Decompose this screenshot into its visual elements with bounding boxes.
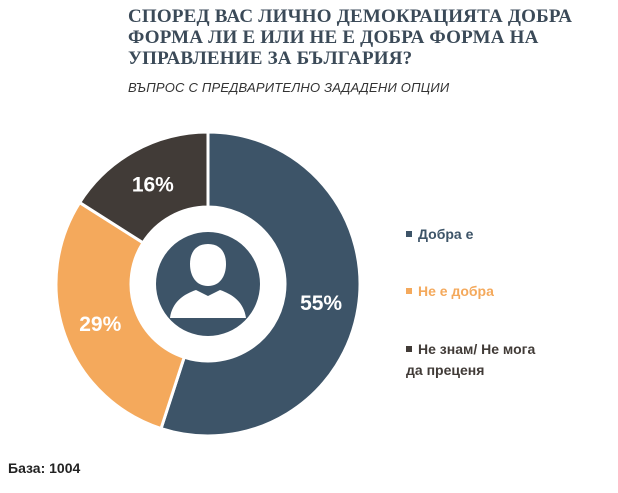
slice-data-label: 29%: [79, 313, 121, 336]
base-size-note: База: 1004: [8, 460, 81, 476]
legend-item-ne-znam: Не знам/ Не мога да преценя: [406, 318, 596, 381]
slice-data-label: 16%: [132, 174, 174, 197]
legend-item-dobra: Добра е: [406, 203, 596, 245]
legend-label: Не е добра: [418, 283, 494, 299]
legend-item-ne-dobra: Не е добра: [406, 260, 596, 302]
chart-subtitle: ВЪПРОС С ПРЕДВАРИТЕЛНО ЗАДАДЕНИ ОПЦИИ: [128, 80, 450, 95]
slice-data-label: 55%: [300, 292, 342, 315]
legend-label: Добра е: [418, 226, 474, 242]
legend-label: Не знам/ Не мога да преценя: [406, 341, 536, 378]
legend-marker: [406, 231, 412, 237]
legend-marker: [406, 346, 412, 352]
chart-title: СПОРЕД ВАС ЛИЧНО ДЕМОКРАЦИЯТА ДОБРА ФОРМ…: [128, 6, 573, 69]
legend-marker: [406, 288, 412, 294]
person-silhouette-icon: [170, 244, 246, 318]
